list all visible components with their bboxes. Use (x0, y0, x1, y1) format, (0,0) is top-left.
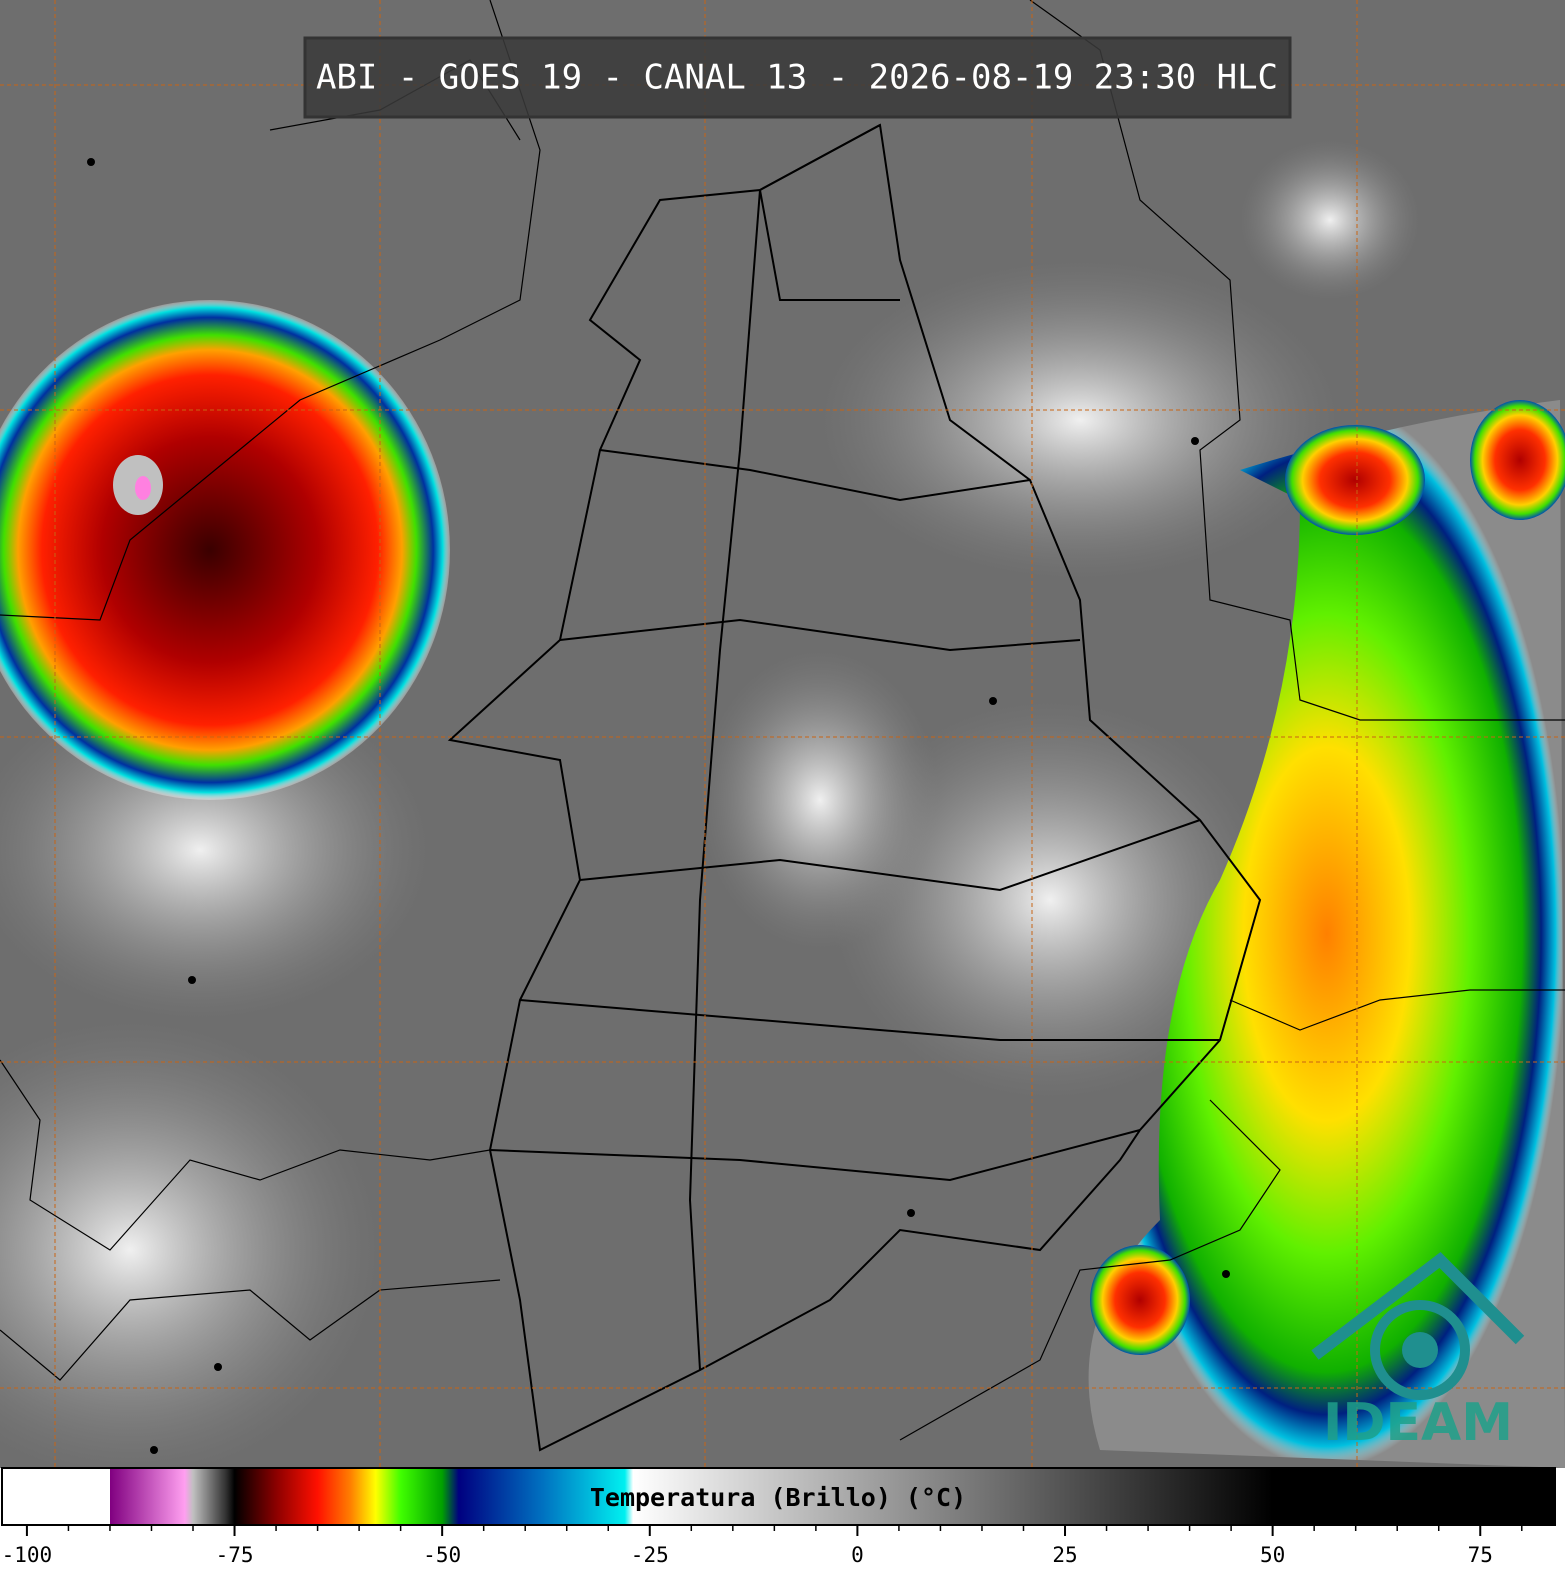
graticule (0, 0, 1565, 1468)
logo: IDEAM (1311, 1252, 1525, 1453)
logo-text: IDEAM (1323, 1393, 1513, 1453)
tick-label: -100 (2, 1543, 53, 1567)
title: ABI - GOES 19 - CANAL 13 - 2026-08-19 23… (316, 58, 1278, 98)
tick-label: 25 (1052, 1543, 1077, 1567)
title-box (303, 36, 1292, 119)
storms (0, 300, 1565, 1468)
tick-label: 50 (1260, 1543, 1285, 1567)
boundaries (447, 123, 1262, 1452)
tick-label: 75 (1468, 1543, 1493, 1567)
tick-label: -50 (423, 1543, 461, 1567)
colorbar: Temperatura (Brillo) (°C) -100 -75 -50 -25 0 2… (1, 1467, 1556, 1567)
tick-label: -75 (216, 1543, 254, 1567)
colorbar-bar (1, 1467, 1556, 1526)
colorbar-label: Temperatura (Brillo) (°C) (590, 1483, 966, 1512)
cities (87, 158, 1230, 1454)
tick-label: -25 (631, 1543, 669, 1567)
tick-label: 0 (851, 1543, 864, 1567)
